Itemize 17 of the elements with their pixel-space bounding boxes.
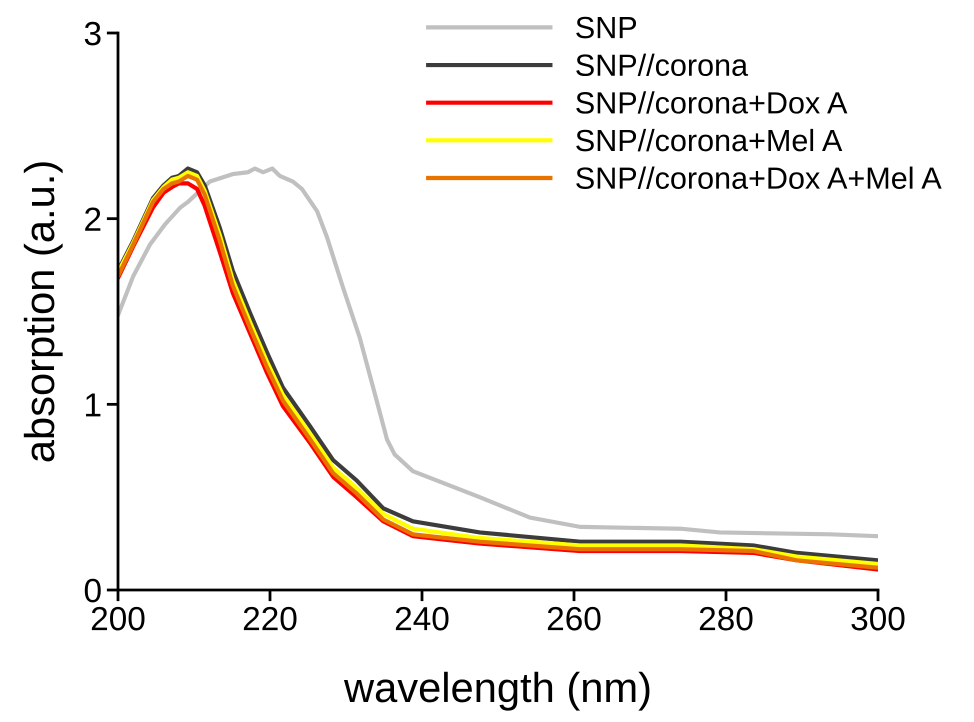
y-tick-label: 3 [84, 22, 101, 46]
legend-label: SNP//corona+Mel A [576, 128, 842, 152]
y-axis-title: absorption (a.u.) [24, 162, 63, 462]
y-tick-label: 2 [85, 207, 100, 231]
x-tick-label: 300 [851, 606, 905, 630]
legend-label: SNP//corona [576, 54, 748, 76]
legend-label: SNP//corona+Dox A+Mel A [576, 166, 942, 189]
x-tick-label: 280 [700, 606, 753, 630]
legend-label: SNP [576, 16, 636, 38]
x-tick-label: 200 [92, 606, 145, 630]
y-tick-label: 1 [86, 393, 100, 416]
x-tick-label: 260 [548, 606, 601, 630]
x-tick-label: 240 [396, 606, 449, 630]
y-tick-label: 0 [84, 578, 101, 602]
x-axis-title: wavelength (nm) [344, 672, 650, 711]
legend-label: SNP//corona+Dox A [576, 91, 848, 114]
x-tick-label: 220 [244, 606, 297, 630]
